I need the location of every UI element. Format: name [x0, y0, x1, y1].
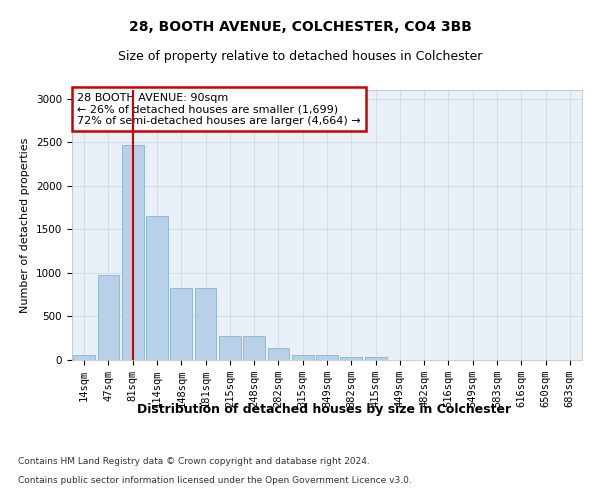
Bar: [194, 288, 217, 360]
Y-axis label: Number of detached properties: Number of detached properties: [20, 138, 31, 312]
Bar: [243, 336, 265, 360]
Bar: [365, 356, 386, 360]
Text: Distribution of detached houses by size in Colchester: Distribution of detached houses by size …: [137, 402, 511, 415]
Text: 28 BOOTH AVENUE: 90sqm
← 26% of detached houses are smaller (1,699)
72% of semi-: 28 BOOTH AVENUE: 90sqm ← 26% of detached…: [77, 92, 361, 126]
Bar: [219, 336, 241, 360]
Text: Contains HM Land Registry data © Crown copyright and database right 2024.: Contains HM Land Registry data © Crown c…: [18, 458, 370, 466]
Text: Contains public sector information licensed under the Open Government Licence v3: Contains public sector information licen…: [18, 476, 412, 485]
Bar: [292, 355, 314, 360]
Text: 28, BOOTH AVENUE, COLCHESTER, CO4 3BB: 28, BOOTH AVENUE, COLCHESTER, CO4 3BB: [128, 20, 472, 34]
Bar: [97, 274, 119, 360]
Bar: [340, 356, 362, 360]
Text: Size of property relative to detached houses in Colchester: Size of property relative to detached ho…: [118, 50, 482, 63]
Bar: [316, 355, 338, 360]
Bar: [170, 288, 192, 360]
Bar: [268, 348, 289, 360]
Bar: [73, 355, 95, 360]
Bar: [146, 216, 168, 360]
Bar: [122, 145, 143, 360]
